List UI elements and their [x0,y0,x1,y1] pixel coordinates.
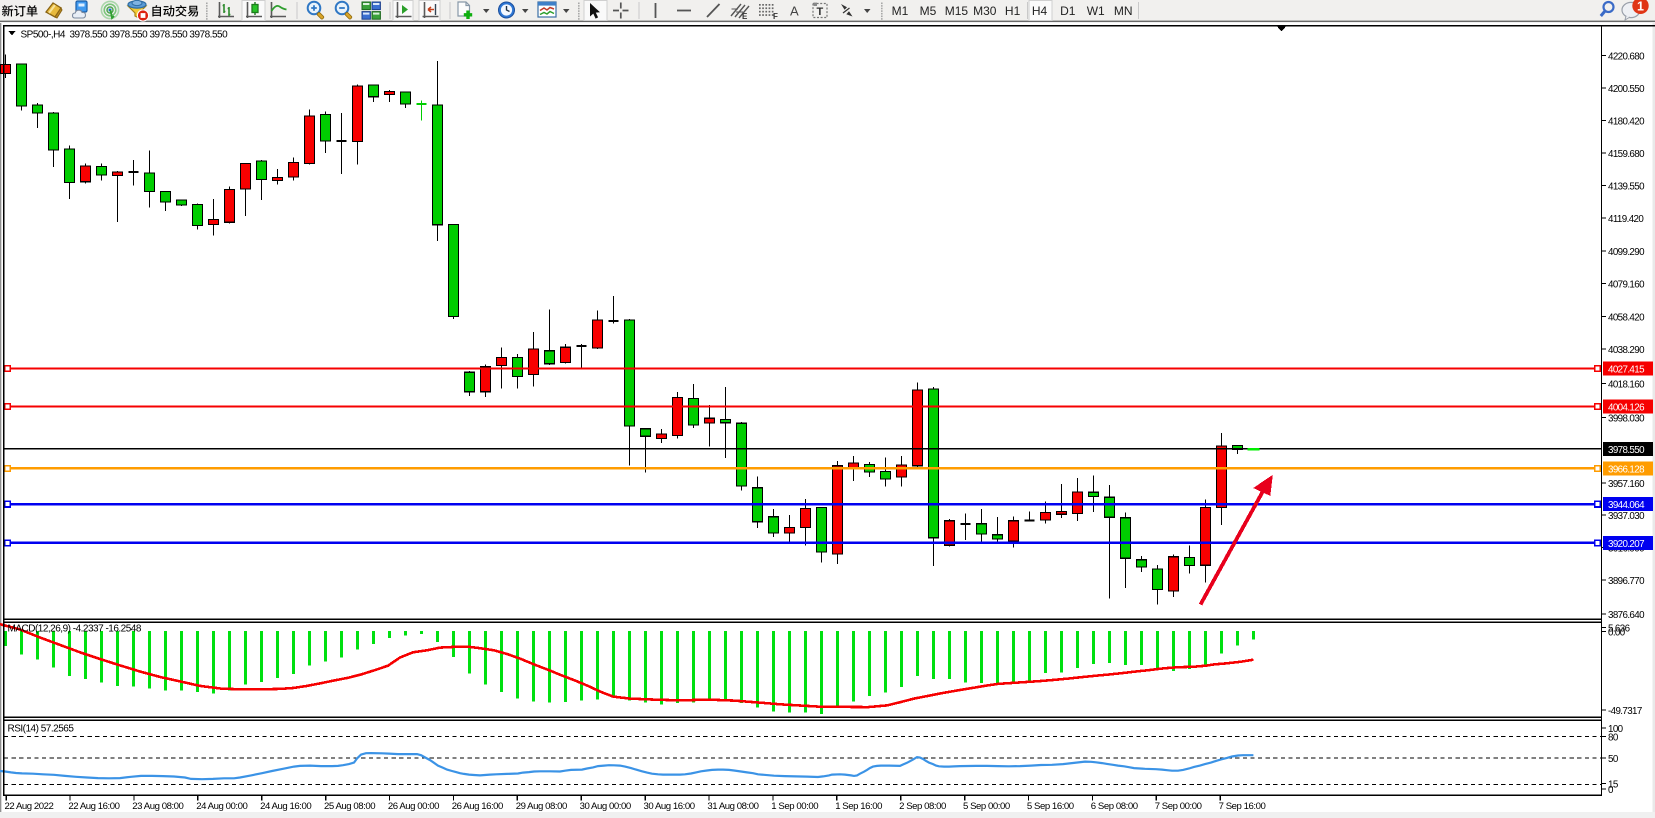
svg-text:50: 50 [1608,754,1619,765]
svg-text:4180.420: 4180.420 [1608,117,1645,128]
svg-text:26 Aug 16:00: 26 Aug 16:00 [452,801,503,812]
svg-text:3957.160: 3957.160 [1608,479,1645,490]
svg-text:3896.770: 3896.770 [1608,576,1645,587]
svg-text:15: 15 [1608,779,1619,790]
svg-text:3998.030: 3998.030 [1608,413,1645,424]
svg-text:1 Sep 16:00: 1 Sep 16:00 [835,801,882,812]
svg-text:3966.128: 3966.128 [1608,464,1645,475]
svg-text:-49.7317: -49.7317 [1608,706,1642,717]
svg-text:3876.640: 3876.640 [1608,610,1645,621]
svg-text:6 Sep 08:00: 6 Sep 08:00 [1091,801,1138,812]
svg-text:M5: M5 [920,4,937,18]
svg-text:31 Aug 08:00: 31 Aug 08:00 [707,801,758,812]
svg-text:4018.160: 4018.160 [1608,379,1645,390]
svg-text:30 Aug 16:00: 30 Aug 16:00 [644,801,695,812]
svg-text:0.00: 0.00 [1608,628,1626,639]
svg-text:29 Aug 08:00: 29 Aug 08:00 [516,801,567,812]
svg-text:0: 0 [1608,785,1614,796]
svg-text:F: F [773,12,778,21]
svg-text:M15: M15 [945,4,969,18]
svg-text:4038.290: 4038.290 [1608,345,1645,356]
svg-text:25 Aug 08:00: 25 Aug 08:00 [324,801,375,812]
svg-text:30 Aug 00:00: 30 Aug 00:00 [580,801,631,812]
svg-text:4159.680: 4159.680 [1608,149,1645,160]
svg-text:H1: H1 [1005,4,1021,18]
svg-text:4058.420: 4058.420 [1608,312,1645,323]
svg-text:M30: M30 [973,4,997,18]
svg-text:H4: H4 [1032,4,1048,18]
svg-text:22 Aug 2022: 22 Aug 2022 [5,801,54,812]
svg-text:5 Sep 00:00: 5 Sep 00:00 [963,801,1010,812]
svg-text:M1: M1 [892,4,909,18]
svg-text:7 Sep 16:00: 7 Sep 16:00 [1219,801,1266,812]
svg-text:3944.064: 3944.064 [1608,500,1645,511]
svg-text:5 Sep 16:00: 5 Sep 16:00 [1027,801,1074,812]
svg-text:4139.550: 4139.550 [1608,181,1645,192]
svg-text:24 Aug 16:00: 24 Aug 16:00 [260,801,311,812]
svg-text:3920.207: 3920.207 [1608,539,1644,550]
svg-text:100: 100 [1608,724,1624,735]
svg-text:24 Aug 00:00: 24 Aug 00:00 [196,801,247,812]
svg-text:MACD(12,26,9) -4.2337 -16.2548: MACD(12,26,9) -4.2337 -16.2548 [8,624,142,635]
svg-text:W1: W1 [1087,4,1105,18]
svg-text:4220.680: 4220.680 [1608,51,1645,62]
svg-text:2 Sep 08:00: 2 Sep 08:00 [899,801,946,812]
svg-text:T: T [817,6,824,18]
svg-text:3978.550: 3978.550 [1608,445,1645,456]
svg-text:4099.290: 4099.290 [1608,247,1645,258]
svg-text:D1: D1 [1060,4,1076,18]
svg-text:4079.160: 4079.160 [1608,280,1645,291]
svg-text:22 Aug 16:00: 22 Aug 16:00 [68,801,119,812]
svg-text:3937.030: 3937.030 [1608,511,1645,522]
svg-text:5.636: 5.636 [1608,624,1631,635]
svg-text:4004.126: 4004.126 [1608,403,1645,414]
svg-text:26 Aug 00:00: 26 Aug 00:00 [388,801,439,812]
svg-text:4027.415: 4027.415 [1608,365,1645,376]
svg-text:SP500-,H4 3978.550 3978.550 3: SP500-,H4 3978.550 3978.550 3978.550 397… [21,30,229,41]
svg-text:7 Sep 00:00: 7 Sep 00:00 [1155,801,1202,812]
svg-text:RSI(14) 57.2565: RSI(14) 57.2565 [8,724,75,735]
svg-text:80: 80 [1608,733,1619,744]
svg-text:4119.420: 4119.420 [1608,214,1644,225]
svg-text:1: 1 [1637,0,1644,13]
svg-text:23 Aug 08:00: 23 Aug 08:00 [132,801,183,812]
svg-text:4200.550: 4200.550 [1608,84,1645,95]
svg-text:E: E [742,12,748,21]
svg-text:A: A [790,4,799,19]
svg-text:MN: MN [1114,4,1133,18]
svg-text:1 Sep 00:00: 1 Sep 00:00 [771,801,818,812]
